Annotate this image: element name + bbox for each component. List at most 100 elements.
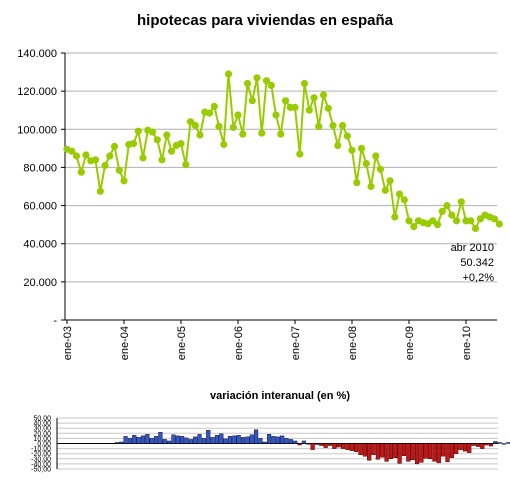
annotation-line: 50.342 — [460, 257, 494, 269]
bar — [272, 436, 276, 443]
bar — [359, 444, 363, 455]
bar — [454, 444, 458, 454]
bar — [293, 441, 297, 444]
data-point — [211, 103, 218, 110]
data-point — [130, 140, 137, 147]
bar — [311, 444, 315, 450]
bar — [298, 444, 302, 446]
data-point — [439, 208, 446, 215]
data-point — [301, 80, 308, 87]
bar — [328, 444, 332, 446]
data-point — [158, 156, 165, 163]
bar — [254, 430, 258, 444]
bar — [228, 436, 232, 443]
bar — [493, 441, 497, 443]
data-point — [348, 147, 355, 154]
bar — [433, 444, 437, 462]
y-tick-label: 20.000 — [23, 277, 57, 289]
bar — [154, 436, 158, 443]
data-point — [448, 212, 455, 219]
bar-chart-title: variación interanual (en %) — [210, 390, 350, 402]
data-point — [92, 156, 99, 163]
data-point — [154, 136, 161, 143]
bar — [176, 436, 180, 444]
bar — [267, 434, 271, 443]
y-tick-label: 100.000 — [17, 124, 57, 136]
mortgage-line-chart: hipotecas para viviendas en españa-20.00… — [17, 12, 503, 360]
bar — [306, 444, 310, 445]
bar — [341, 444, 345, 449]
data-point — [101, 162, 108, 169]
x-tick-label: ene-09 — [404, 326, 416, 360]
bar — [285, 438, 289, 443]
bar — [259, 438, 263, 443]
bar-y-tick-label: -50,00 — [31, 467, 51, 474]
data-point — [249, 97, 256, 104]
data-point — [135, 128, 142, 135]
bar — [202, 438, 206, 443]
bar — [137, 437, 141, 443]
data-point — [329, 122, 336, 129]
bar — [402, 444, 406, 456]
bar — [428, 444, 432, 459]
data-point — [396, 191, 403, 198]
data-point — [111, 143, 118, 150]
data-point — [382, 187, 389, 194]
bar — [115, 442, 119, 443]
bar — [376, 444, 380, 460]
bar — [224, 439, 228, 444]
data-point — [277, 131, 284, 138]
data-point — [353, 179, 360, 186]
bar — [193, 437, 197, 444]
data-point — [453, 217, 460, 224]
bar — [467, 444, 471, 453]
data-point — [334, 142, 341, 149]
chart-title: hipotecas para viviendas en españa — [137, 12, 394, 29]
bar — [163, 439, 167, 443]
y-tick-label: 80.000 — [23, 162, 57, 174]
data-point — [377, 166, 384, 173]
data-point — [296, 151, 303, 158]
data-point — [73, 152, 80, 159]
bar — [180, 436, 184, 443]
bar — [315, 444, 319, 445]
bar — [476, 444, 480, 447]
bar — [485, 444, 489, 446]
bar — [211, 437, 215, 443]
data-point — [386, 177, 393, 184]
bar — [189, 439, 193, 443]
bar — [415, 444, 419, 464]
data-point — [367, 183, 374, 190]
bar — [145, 434, 149, 443]
bar — [367, 444, 371, 461]
data-point — [268, 82, 275, 89]
bar — [498, 442, 502, 443]
data-point — [206, 110, 213, 117]
x-tick-label: ene-06 — [233, 326, 245, 360]
bar — [459, 444, 463, 450]
y-tick-label: 140.000 — [17, 48, 57, 60]
data-point — [230, 124, 237, 131]
bar — [150, 438, 154, 443]
bar — [350, 444, 354, 451]
bar — [219, 434, 223, 444]
data-point — [192, 122, 199, 129]
bar — [241, 437, 245, 443]
bar — [324, 444, 328, 448]
data-point — [391, 213, 398, 220]
data-point — [315, 123, 322, 130]
bar — [393, 444, 397, 458]
data-point — [196, 131, 203, 138]
bar — [363, 444, 367, 457]
bar — [489, 444, 493, 447]
data-point — [472, 225, 479, 232]
data-point — [310, 94, 317, 101]
annotation-line: +0,2% — [463, 272, 495, 284]
bar — [346, 444, 350, 450]
x-tick-label: ene-10 — [461, 326, 473, 360]
data-point — [220, 141, 227, 148]
bar — [502, 444, 506, 445]
bar — [185, 438, 189, 444]
bar — [132, 435, 136, 443]
